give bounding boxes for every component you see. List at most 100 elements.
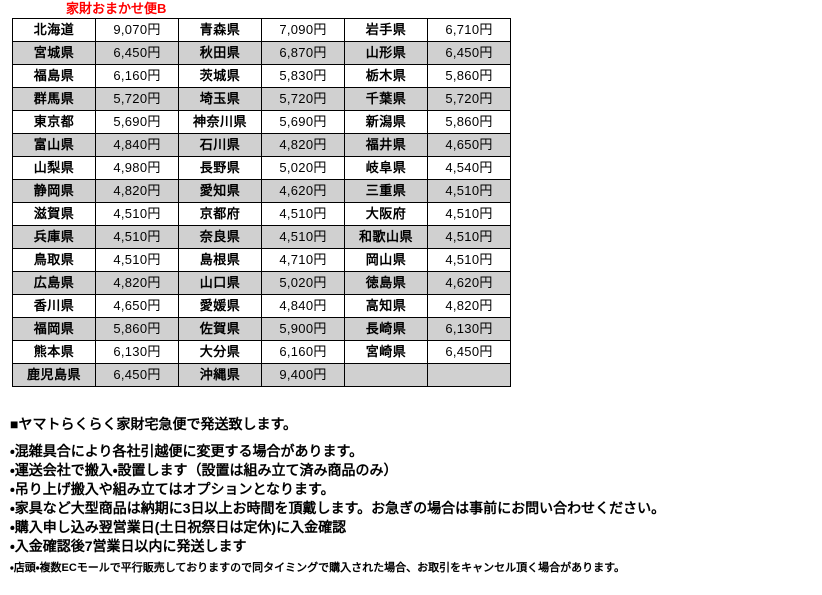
prefecture-cell: 岡山県 — [344, 248, 428, 272]
prefecture-cell: 群馬県 — [12, 87, 96, 111]
fee-cell: 4,540円 — [427, 156, 511, 180]
table-row: 鹿児島県 6,450円 沖縄県 9,400円 — [12, 363, 511, 387]
shipping-notes-heading: ■ヤマトらくらく家財宅急便で発送致します。 — [10, 416, 298, 432]
prefecture-cell: 北海道 — [12, 18, 96, 42]
fee-cell: 4,510円 — [95, 202, 179, 226]
table-row: 静岡県 4,820円 愛知県 4,620円 三重県 4,510円 — [12, 179, 511, 203]
prefecture-cell: 佐賀県 — [178, 317, 262, 341]
fee-cell: 4,620円 — [261, 179, 345, 203]
shipping-notes-fineprint: ・店頭・複数ECモールで平行販売しておりますので同タイミングで購入された場合、お… — [10, 562, 625, 574]
prefecture-cell: 和歌山県 — [344, 225, 428, 249]
prefecture-cell: 沖縄県 — [178, 363, 262, 387]
prefecture-cell: 愛媛県 — [178, 294, 262, 318]
prefecture-cell: 香川県 — [12, 294, 96, 318]
table-row: 鳥取県 4,510円 島根県 4,710円 岡山県 4,510円 — [12, 248, 511, 272]
prefecture-cell: 京都府 — [178, 202, 262, 226]
shipping-fee-table-container: 北海道 9,070円 青森県 7,090円 岩手県 6,710円 宮城県 6,450円 秋田県 6… — [12, 18, 511, 387]
prefecture-cell: 山口県 — [178, 271, 262, 295]
prefecture-cell: 長野県 — [178, 156, 262, 180]
fee-cell: 4,510円 — [261, 202, 345, 226]
fee-cell: 4,510円 — [427, 202, 511, 226]
fee-cell: 6,450円 — [95, 41, 179, 65]
prefecture-cell: 熊本県 — [12, 340, 96, 364]
fee-cell: 5,690円 — [95, 110, 179, 134]
fee-cell: 5,830円 — [261, 64, 345, 88]
fee-cell: 4,820円 — [95, 271, 179, 295]
prefecture-cell: 大分県 — [178, 340, 262, 364]
fee-cell: 4,650円 — [95, 294, 179, 318]
fee-cell — [427, 363, 511, 387]
fee-cell: 4,510円 — [427, 179, 511, 203]
prefecture-cell: 長崎県 — [344, 317, 428, 341]
fee-cell: 4,840円 — [261, 294, 345, 318]
prefecture-cell: 岩手県 — [344, 18, 428, 42]
fee-cell: 6,710円 — [427, 18, 511, 42]
table-row: 富山県 4,840円 石川県 4,820円 福井県 4,650円 — [12, 133, 511, 157]
table-row: 兵庫県 4,510円 奈良県 4,510円 和歌山県 4,510円 — [12, 225, 511, 249]
fee-cell: 6,130円 — [95, 340, 179, 364]
prefecture-cell: 鳥取県 — [12, 248, 96, 272]
prefecture-cell: 富山県 — [12, 133, 96, 157]
fee-cell: 4,980円 — [95, 156, 179, 180]
table-row: 北海道 9,070円 青森県 7,090円 岩手県 6,710円 — [12, 18, 511, 42]
shipping-note-item: ・運送会社で搬入・設置します（設置は組み立て済み商品のみ） — [10, 462, 398, 478]
fee-cell: 6,450円 — [427, 340, 511, 364]
prefecture-cell: 神奈川県 — [178, 110, 262, 134]
fee-cell: 5,020円 — [261, 156, 345, 180]
prefecture-cell: 宮崎県 — [344, 340, 428, 364]
shipping-plan-title: 家財おまかせ便B — [66, 1, 167, 16]
table-row: 福島県 6,160円 茨城県 5,830円 栃木県 5,860円 — [12, 64, 511, 88]
fee-cell: 4,710円 — [261, 248, 345, 272]
prefecture-cell: 石川県 — [178, 133, 262, 157]
fee-cell: 4,510円 — [427, 248, 511, 272]
fee-cell: 6,130円 — [427, 317, 511, 341]
fee-cell: 4,650円 — [427, 133, 511, 157]
prefecture-cell: 愛知県 — [178, 179, 262, 203]
shipping-note-item: ・購入申し込み翌営業日(土日祝祭日は定休)に入金確認 — [10, 519, 347, 535]
fee-cell: 4,820円 — [95, 179, 179, 203]
fee-cell: 5,720円 — [427, 87, 511, 111]
table-row: 宮城県 6,450円 秋田県 6,870円 山形県 6,450円 — [12, 41, 511, 65]
shipping-note-item: ・吊り上げ搬入や組み立てはオプションとなります。 — [10, 481, 335, 497]
shipping-note-item: ・混雑具合により各社引越便に変更する場合があります。 — [10, 443, 364, 459]
table-row: 香川県 4,650円 愛媛県 4,840円 高知県 4,820円 — [12, 294, 511, 318]
shipping-notes-list: ・混雑具合により各社引越便に変更する場合があります。・運送会社で搬入・設置します… — [10, 442, 810, 556]
prefecture-cell: 高知県 — [344, 294, 428, 318]
prefecture-cell: 東京都 — [12, 110, 96, 134]
table-row: 福岡県 5,860円 佐賀県 5,900円 長崎県 6,130円 — [12, 317, 511, 341]
prefecture-cell: 新潟県 — [344, 110, 428, 134]
prefecture-cell: 静岡県 — [12, 179, 96, 203]
prefecture-cell: 徳島県 — [344, 271, 428, 295]
prefecture-cell — [344, 363, 428, 387]
prefecture-cell: 三重県 — [344, 179, 428, 203]
fee-cell: 4,820円 — [427, 294, 511, 318]
prefecture-cell: 山形県 — [344, 41, 428, 65]
fee-cell: 4,620円 — [427, 271, 511, 295]
prefecture-cell: 千葉県 — [344, 87, 428, 111]
prefecture-cell: 広島県 — [12, 271, 96, 295]
prefecture-cell: 福島県 — [12, 64, 96, 88]
prefecture-cell: 兵庫県 — [12, 225, 96, 249]
table-row: 山梨県 4,980円 長野県 5,020円 岐阜県 4,540円 — [12, 156, 511, 180]
prefecture-cell: 滋賀県 — [12, 202, 96, 226]
shipping-fee-table-body: 北海道 9,070円 青森県 7,090円 岩手県 6,710円 宮城県 6,450円 秋田県 6… — [12, 18, 511, 387]
table-row: 群馬県 5,720円 埼玉県 5,720円 千葉県 5,720円 — [12, 87, 511, 111]
fee-cell: 9,400円 — [261, 363, 345, 387]
fee-cell: 4,510円 — [95, 248, 179, 272]
fee-cell: 7,090円 — [261, 18, 345, 42]
fee-cell: 5,720円 — [261, 87, 345, 111]
fee-cell: 5,690円 — [261, 110, 345, 134]
fee-cell: 4,510円 — [95, 225, 179, 249]
table-row: 広島県 4,820円 山口県 5,020円 徳島県 4,620円 — [12, 271, 511, 295]
fee-cell: 5,020円 — [261, 271, 345, 295]
fee-cell: 4,510円 — [427, 225, 511, 249]
prefecture-cell: 宮城県 — [12, 41, 96, 65]
prefecture-cell: 島根県 — [178, 248, 262, 272]
fee-cell: 6,870円 — [261, 41, 345, 65]
prefecture-cell: 栃木県 — [344, 64, 428, 88]
fee-cell: 5,860円 — [427, 110, 511, 134]
fee-cell: 6,450円 — [427, 41, 511, 65]
prefecture-cell: 青森県 — [178, 18, 262, 42]
prefecture-cell: 福井県 — [344, 133, 428, 157]
shipping-fee-table: 北海道 9,070円 青森県 7,090円 岩手県 6,710円 宮城県 6,450円 秋田県 6… — [12, 18, 511, 387]
